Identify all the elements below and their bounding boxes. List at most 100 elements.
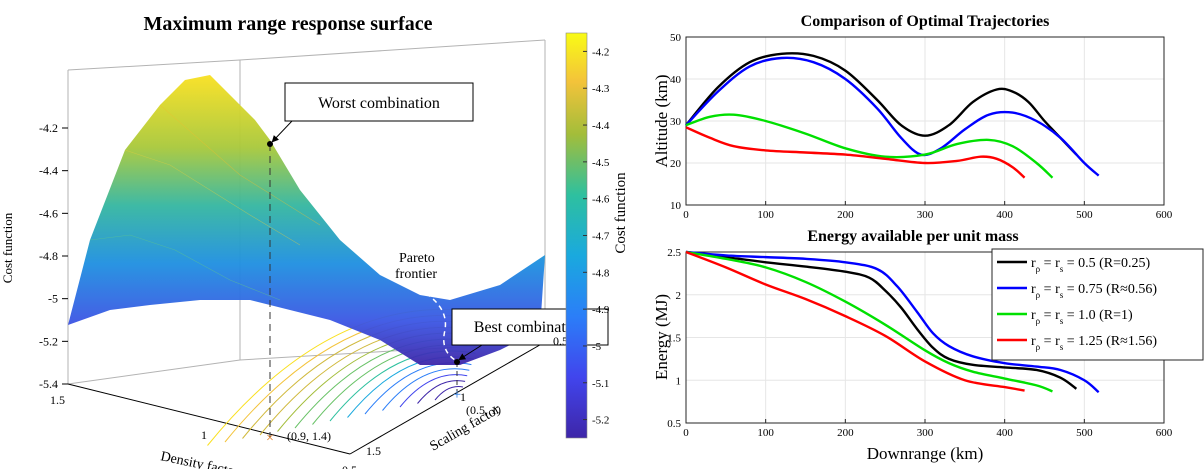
z-tick-label: -5 — [48, 292, 58, 306]
legend-entry: rρ = rs = 0.5 (R=0.25) — [1031, 256, 1151, 274]
worst-floor-marker: × — [266, 431, 274, 446]
contour-line — [399, 374, 468, 408]
y-tick-label: 10 — [670, 200, 682, 212]
colorbar-ticks: -4.2 -4.3 -4.4 -4.5 -4.6 -4.7 -4.8 -4.9 -5 -5.1 -5… — [583, 46, 610, 427]
contour-line — [382, 368, 470, 411]
x-tick-label: 100 — [757, 209, 774, 221]
density-axis-label: Density factor — [159, 449, 240, 469]
z-axis-ticks: -4.2 -4.4 -4.6 -4.8 -5 -5.2 -5.4 — [39, 121, 68, 391]
x-tick-label: 300 — [917, 209, 934, 221]
y-tick-label: 50 — [670, 32, 682, 44]
worst-callout-text: Worst combination — [318, 95, 440, 112]
pareto-frontier-curve — [401, 280, 456, 361]
colorbar-tick-label: -4.8 — [592, 267, 610, 279]
colorbar-tick-label: -4.6 — [592, 194, 610, 206]
x-tick-label: 400 — [996, 427, 1013, 439]
series-line-2 — [685, 113, 1054, 179]
altitude-series — [685, 52, 1100, 179]
worst-point — [267, 141, 273, 147]
energy-legend: rρ = rs = 0.5 (R=0.25) rρ = rs = 0.75 (R≈… — [991, 248, 1204, 361]
legend-box — [991, 248, 1204, 361]
colorbar-tick-label: -4.9 — [592, 304, 610, 316]
scaling-tick-label: 1 — [460, 390, 466, 404]
worst-callout-arrow — [271, 120, 293, 143]
energy-series — [685, 250, 1100, 394]
z-tick-label: -4.8 — [39, 249, 58, 263]
series-line-0 — [685, 52, 1078, 156]
y-tick-label: 2 — [676, 290, 682, 302]
surface-panel: Maximum range response surface — [0, 13, 629, 474]
energy-panel: Energy available per unit mass 0 100 200 30… — [652, 228, 1204, 463]
x-tick-label: 200 — [837, 427, 854, 439]
series-line-1 — [685, 250, 1100, 394]
pareto-label-line2: frontier — [395, 267, 437, 282]
density-tick-label: 1 — [201, 428, 207, 442]
colorbar-tick-label: -4.4 — [592, 120, 610, 132]
altitude-ylabel: Altitude (km) — [652, 74, 671, 167]
energy-ticks: 0 100 200 300 400 500 600 0.5 1 1.5 2 2.5 — [667, 247, 1173, 439]
energy-title: Energy available per unit mass — [807, 228, 1018, 245]
colorbar-tick-label: -4.7 — [592, 231, 610, 243]
scaling-tick-label: 0.5 — [553, 334, 568, 348]
x-tick-label: 600 — [1156, 209, 1173, 221]
colorbar-label: Cost function — [613, 172, 629, 254]
x-tick-label: 600 — [1156, 427, 1173, 439]
legend-entry: rρ = rs = 0.75 (R≈0.56) — [1031, 282, 1157, 300]
altitude-ticks: 0 100 200 300 400 500 600 10 20 30 40 50 — [670, 32, 1173, 221]
y-tick-label: 1 — [676, 375, 682, 387]
altitude-title: Comparison of Optimal Trajectories — [801, 13, 1050, 30]
series-line-3 — [685, 126, 1026, 179]
x-tick-label: 300 — [917, 427, 934, 439]
z-tick-label: -4.2 — [39, 121, 58, 135]
y-tick-label: 40 — [670, 74, 682, 86]
colorbar-tick-label: -4.5 — [592, 157, 610, 169]
series-line-0 — [685, 250, 1078, 390]
z-tick-label: -4.6 — [39, 206, 58, 220]
density-tick-label: 0.5 — [342, 463, 357, 469]
x-tick-label: 500 — [1076, 209, 1093, 221]
contour-line — [417, 380, 466, 404]
scaling-axis-ticks: 1.5 1 0.5 — [366, 334, 568, 458]
worst-point-label: (0.9, 1.4) — [287, 429, 331, 443]
colorbar-tick-label: -4.2 — [592, 46, 609, 58]
legend-entry: rρ = rs = 1.25 (R≈1.56) — [1031, 334, 1157, 352]
best-callout-arrow — [458, 344, 483, 361]
scaling-tick-label: 1.5 — [366, 444, 381, 458]
colorbar-tick-label: -5 — [592, 341, 602, 353]
y-tick-label: 20 — [670, 158, 682, 170]
series-line-2 — [685, 250, 1053, 393]
colorbar-tick-label: -5.1 — [592, 378, 609, 390]
density-tick-label: 1.5 — [50, 393, 65, 407]
colorbar-tick-label: -5.2 — [592, 415, 609, 427]
x-tick-label: 400 — [996, 209, 1013, 221]
y-tick-label: 0.5 — [667, 418, 681, 430]
best-floor-marker: + — [453, 387, 461, 403]
z-tick-label: -5.2 — [39, 334, 58, 348]
z-axis-label: Cost function — [0, 212, 15, 283]
y-tick-label: 1.5 — [667, 333, 681, 345]
contour-line — [434, 386, 464, 401]
best-callout-text: Best combination — [474, 319, 586, 336]
best-point — [454, 359, 460, 365]
pareto-label-line1: Pareto — [399, 251, 435, 266]
surface-title: Maximum range response surface — [143, 13, 432, 35]
x-tick-label: 500 — [1076, 427, 1093, 439]
energy-ylabel: Energy (MJ) — [652, 294, 671, 380]
altitude-panel: Comparison of Optimal Trajectories 0 100 2… — [652, 13, 1173, 221]
legend-entry: rρ = rs = 1.0 (R=1) — [1031, 308, 1133, 326]
energy-xlabel: Downrange (km) — [867, 444, 984, 463]
worst-callout-box — [284, 82, 474, 122]
axes-floor — [67, 341, 546, 455]
response-surface — [68, 75, 545, 365]
y-tick-label: 2.5 — [667, 247, 681, 259]
x-tick-label: 0 — [683, 427, 689, 439]
z-tick-label: -4.4 — [39, 164, 58, 178]
x-tick-label: 200 — [837, 209, 854, 221]
y-tick-label: 30 — [670, 116, 682, 128]
series-line-3 — [685, 250, 1025, 392]
z-tick-label: -5.4 — [39, 377, 58, 391]
best-point-label: (0.5, 1) — [466, 403, 501, 417]
x-tick-label: 0 — [683, 209, 689, 221]
x-tick-label: 100 — [757, 427, 774, 439]
